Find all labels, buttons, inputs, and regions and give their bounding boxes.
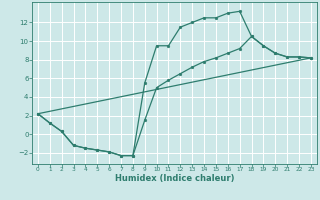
X-axis label: Humidex (Indice chaleur): Humidex (Indice chaleur) <box>115 174 234 183</box>
